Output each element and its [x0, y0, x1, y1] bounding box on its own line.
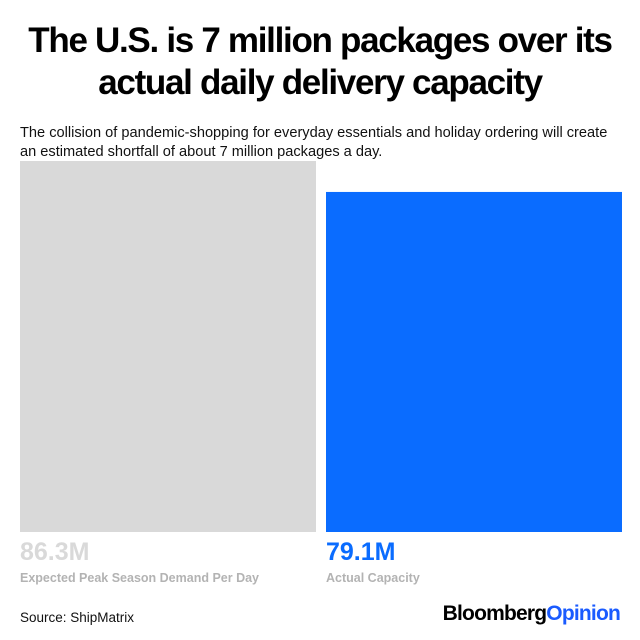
source-note: Source: ShipMatrix	[20, 610, 135, 625]
chart-title: The U.S. is 7 million packages over its …	[28, 21, 613, 102]
bloomberg-opinion-logo: BloombergOpinion	[442, 601, 621, 627]
logo-brand: Bloomberg	[442, 602, 547, 625]
bar-actual-capacity	[326, 191, 622, 532]
value-label-expected-demand: 86.3M	[20, 538, 89, 566]
bar-expected-demand	[20, 161, 316, 532]
category-label-actual-capacity: Actual Capacity	[326, 571, 420, 585]
value-label-actual-capacity: 79.1M	[326, 538, 395, 566]
category-label-expected-demand: Expected Peak Season Demand Per Day	[20, 571, 259, 585]
chart-subtitle: The collision of pandemic-shopping for e…	[20, 125, 608, 160]
logo-suffix: Opinion	[546, 602, 621, 625]
